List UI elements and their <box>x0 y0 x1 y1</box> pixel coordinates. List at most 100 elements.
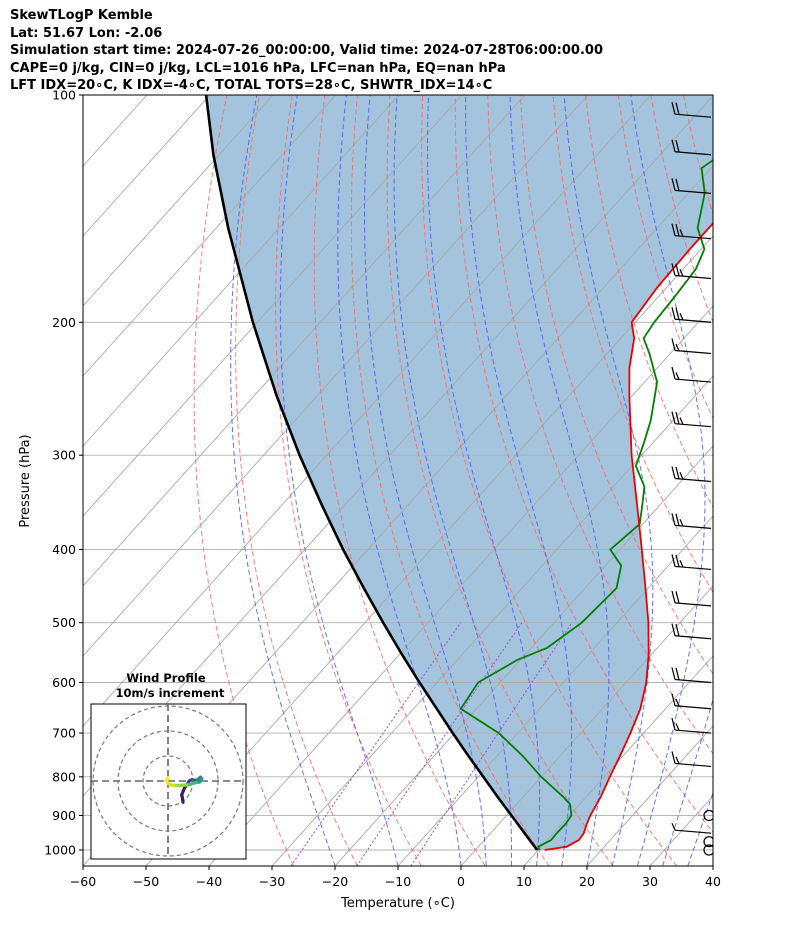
barb-staff <box>674 762 712 768</box>
barb-flag <box>671 693 676 706</box>
barb-flag <box>675 411 680 425</box>
barb-staff <box>674 477 712 483</box>
barb-staff <box>674 189 712 195</box>
calm-wind-marker <box>703 836 713 848</box>
isotherm-line <box>83 95 211 237</box>
parcel-profile-line <box>204 95 539 851</box>
barb-flag <box>671 411 676 424</box>
barb-flag <box>675 513 680 526</box>
isotherm-line <box>334 445 713 866</box>
barb-flag <box>671 178 676 191</box>
isotherm-line <box>208 305 713 866</box>
pressure-gridlines <box>83 95 713 851</box>
y-tick-label: 100 <box>52 88 76 103</box>
dry-adiabat <box>585 95 713 509</box>
barb-flag <box>675 102 680 115</box>
wind-barb <box>671 178 712 195</box>
barb-flag <box>675 723 680 731</box>
stability-indices-2: LFT IDX=20∘C, K IDX=-4∘C, TOTAL TOTS=28∘… <box>10 78 493 93</box>
isotherm-line <box>586 725 713 866</box>
dry-adiabat <box>386 95 614 866</box>
barb-staff <box>674 151 712 156</box>
barb-flag <box>671 623 676 636</box>
dry-adiabat <box>749 95 794 866</box>
barb-flag <box>671 139 676 152</box>
barb-flag <box>675 178 680 191</box>
hodograph-title: Wind Profile <box>126 671 206 685</box>
moist-adiabat <box>687 791 713 866</box>
barb-staff <box>674 565 712 571</box>
barb-flag <box>671 263 676 276</box>
barb-flag <box>675 223 680 237</box>
isotherm-line <box>83 95 337 377</box>
barb-flag <box>671 513 676 526</box>
dry-adiabat <box>350 95 550 866</box>
wind-barb <box>671 223 712 240</box>
wind-barb <box>671 667 712 684</box>
x-tick-label: 20 <box>579 874 595 889</box>
x-axis-label: Temperature (∘C) <box>340 896 455 911</box>
barb-staff <box>674 829 712 834</box>
simulation-times: Simulation start time: 2024-07-26_00:00:… <box>10 43 603 58</box>
hodograph-inset: Wind Profile 10m/s increment <box>90 671 247 860</box>
dry-adiabat <box>781 95 794 866</box>
barb-flag <box>675 667 680 681</box>
barb-flag <box>675 623 680 637</box>
isotherm-line <box>83 95 463 517</box>
isotherm-line <box>83 95 526 587</box>
barb-flag <box>671 223 676 236</box>
moist-adiabat <box>337 95 462 866</box>
barb-flag <box>671 466 676 479</box>
barb-flag <box>675 307 680 320</box>
x-axis-ticks: −60 −50 −40 −30 −20 −10 0 10 20 30 40 <box>70 866 721 889</box>
wind-barb <box>671 139 712 156</box>
barb-staff <box>674 729 712 734</box>
dry-adiabat <box>454 95 713 833</box>
moist-adiabat <box>712 864 713 866</box>
station-title: SkewTLogP Kemble <box>10 8 153 23</box>
barb-flag <box>679 229 684 237</box>
dry-adiabat <box>313 95 486 866</box>
y-axis-ticks: 100 200 300 400 500 600 700 800 900 1000 <box>44 88 83 858</box>
barb-staff <box>674 423 712 428</box>
isotherm-line <box>460 585 713 866</box>
hodograph-ring <box>117 730 219 832</box>
dry-adiabat <box>421 95 678 866</box>
moist-adiabat <box>364 95 487 866</box>
wind-barb <box>671 263 712 280</box>
y-tick-label: 400 <box>52 542 76 557</box>
isotherm-line <box>145 235 713 866</box>
barb-flag <box>675 343 680 352</box>
barb-flag <box>671 751 676 764</box>
y-tick-label: 800 <box>52 769 76 784</box>
station-location: Lat: 51.67 Lon: -2.06 <box>10 25 163 41</box>
barb-staff <box>674 349 712 355</box>
x-tick-label: 30 <box>642 874 658 889</box>
moist-adiabats <box>230 95 713 866</box>
mixing-ratio-line <box>290 622 462 866</box>
isotherm-line <box>83 95 274 307</box>
barb-staff <box>674 318 712 323</box>
dry-adiabat <box>716 95 794 866</box>
y-tick-label: 700 <box>52 726 76 741</box>
moist-adiabat <box>509 95 610 866</box>
barb-flag <box>675 140 680 153</box>
calm-wind-marker <box>703 844 713 856</box>
barb-flag <box>671 338 676 351</box>
hodograph-subtitle: 10m/s increment <box>116 686 225 700</box>
wind-barb <box>671 623 712 640</box>
moist-adiabat <box>465 95 573 866</box>
wind-barb <box>671 307 712 323</box>
barb-flag <box>679 269 684 277</box>
mixing-ratio-lines <box>290 622 573 866</box>
wind-barbs <box>671 102 713 856</box>
x-tick-label: −30 <box>259 874 285 889</box>
dry-adiabat <box>193 95 294 866</box>
chart-header: SkewTLogP Kemble Lat: 51.67 Lon: -2.06 S… <box>10 7 603 95</box>
barb-flag <box>675 554 680 567</box>
cape-cin-shading <box>206 95 713 850</box>
barb-staff <box>674 274 712 280</box>
moist-adiabat <box>630 95 706 866</box>
barb-flag <box>675 756 680 765</box>
